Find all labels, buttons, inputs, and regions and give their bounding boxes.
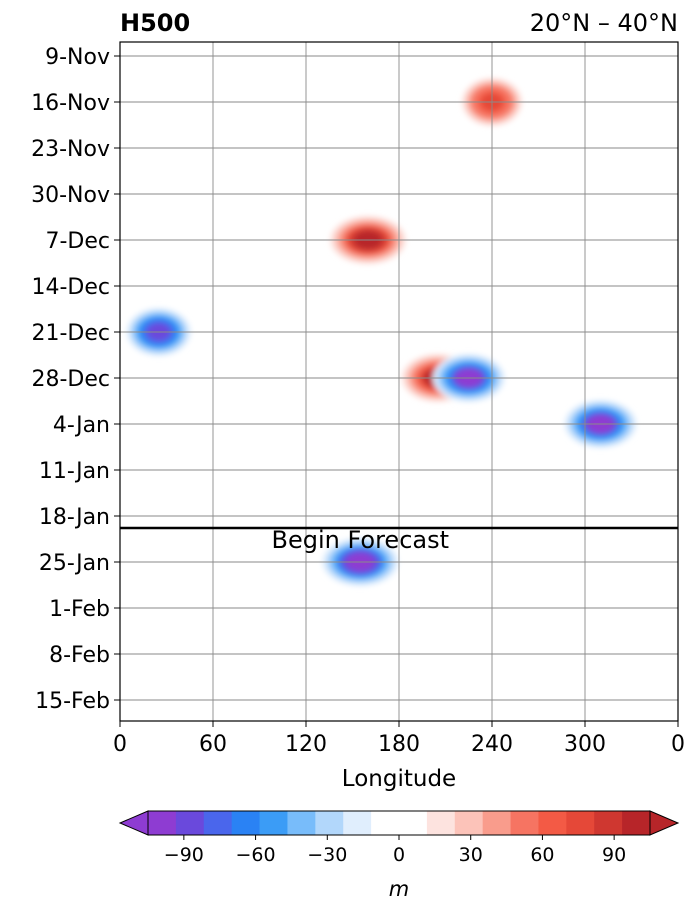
colorbar-swatch-5 bbox=[287, 811, 316, 835]
heatmap-feature-9-level-4 bbox=[487, 0, 528, 14]
colorbar-tick-label-3: 0 bbox=[393, 844, 405, 866]
heatmap-field bbox=[120, 0, 678, 721]
y-axis: 9-Nov 16-Nov 23-Nov 30-Nov 7-Dec 14-Dec 21-Dec… bbox=[31, 45, 120, 714]
gridlines bbox=[120, 42, 678, 721]
y-tick-label-11: 25-Jan bbox=[39, 551, 110, 576]
colorbar-swatch-13 bbox=[510, 811, 539, 835]
y-tick-label-10: 18-Jan bbox=[39, 505, 110, 530]
x-tick-label-3: 180 bbox=[378, 732, 420, 757]
heatmap-feature-10-level-6 bbox=[542, 0, 566, 9]
colorbar-swatch-14 bbox=[538, 811, 567, 835]
colorbar-swatch-10 bbox=[426, 811, 456, 835]
y-tick-label-8: 4-Jan bbox=[53, 413, 110, 438]
heatmap-feature-9-level-3 bbox=[483, 0, 532, 16]
x-tick-label-1: 60 bbox=[199, 732, 227, 757]
y-tick-label-3: 30-Nov bbox=[31, 183, 110, 208]
heatmap-feature-8-level-2 bbox=[289, 0, 339, 19]
heatmap-feature-8-level-6 bbox=[302, 0, 325, 9]
heatmap-feature-9-level-5 bbox=[491, 0, 524, 11]
colorbar-tick-label-2: −30 bbox=[307, 844, 347, 866]
colorbar-tick-label-4: 30 bbox=[459, 844, 483, 866]
y-tick-label-13: 8-Feb bbox=[49, 643, 110, 668]
x-axis-label: Longitude bbox=[342, 766, 456, 792]
heatmap-feature-9-level-6 bbox=[495, 0, 521, 9]
colorbar-swatch-9 bbox=[399, 811, 428, 835]
colorbar-swatch-11 bbox=[454, 811, 484, 835]
colorbar-extend-high bbox=[649, 810, 680, 836]
heatmap-feature-6-level-6 bbox=[131, 0, 155, 9]
colorbar-swatch-0 bbox=[148, 811, 177, 835]
colorbar-swatch-4 bbox=[259, 811, 288, 835]
y-tick-label-5: 14-Dec bbox=[31, 275, 110, 300]
heatmap-feature-8-level-3 bbox=[292, 0, 335, 16]
y-tick-label-4: 7-Dec bbox=[45, 229, 110, 254]
x-tick-label-6: 0 bbox=[671, 732, 685, 757]
x-tick-label-4: 240 bbox=[471, 732, 513, 757]
colorbar-tick-label-6: 90 bbox=[602, 844, 626, 866]
y-tick-label-7: 28-Dec bbox=[31, 367, 110, 392]
heatmap-feature-8-level-0 bbox=[282, 0, 346, 24]
x-tick-label-2: 120 bbox=[285, 732, 327, 757]
y-tick-label-14: 15-Feb bbox=[35, 689, 110, 714]
colorbar-swatch-1 bbox=[175, 811, 205, 835]
colorbar-tick-label-0: −90 bbox=[164, 844, 204, 866]
y-tick-label-2: 23-Nov bbox=[31, 137, 110, 162]
heatmap-feature-9-level-2 bbox=[479, 0, 536, 19]
colorbar-swatch-12 bbox=[482, 811, 512, 835]
colorbar-swatch-8 bbox=[371, 811, 400, 835]
colorbar-extend-low bbox=[118, 810, 149, 836]
colorbar-swatch-2 bbox=[203, 811, 233, 835]
heatmap-feature-8-level-5 bbox=[299, 0, 329, 11]
colorbar-swatch-3 bbox=[231, 811, 261, 835]
heatmap-feature-4-level-6 bbox=[590, 0, 611, 9]
y-tick-label-1: 16-Nov bbox=[31, 91, 110, 116]
y-tick-label-6: 21-Dec bbox=[31, 321, 110, 346]
y-tick-label-9: 11-Jan bbox=[39, 459, 110, 484]
y-tick-label-12: 1-Feb bbox=[49, 597, 110, 622]
heatmap-feature-8-level-4 bbox=[295, 0, 332, 14]
x-axis: 0 60 120 180 240 300 0 bbox=[113, 721, 685, 757]
colorbar-swatch-6 bbox=[315, 811, 344, 835]
region-label: 20°N – 40°N bbox=[530, 9, 678, 37]
x-tick-label-5: 300 bbox=[564, 732, 606, 757]
colorbar-tick-label-5: 60 bbox=[530, 844, 554, 866]
colorbar-swatch-15 bbox=[566, 811, 595, 835]
x-tick-label-0: 0 bbox=[113, 732, 127, 757]
colorbar: −90 −60 −30 0 30 60 90 bbox=[118, 810, 680, 866]
colorbar-swatch-17 bbox=[622, 811, 651, 835]
colorbar-swatch-16 bbox=[594, 811, 623, 835]
y-tick-label-0: 9-Nov bbox=[45, 45, 110, 70]
chart-title: H500 bbox=[120, 9, 190, 37]
colorbar-swatch-7 bbox=[343, 811, 372, 835]
forecast-annotation: Begin Forecast bbox=[271, 526, 449, 554]
colorbar-tick-label-1: −60 bbox=[236, 844, 276, 866]
colorbar-unit-label: m bbox=[389, 877, 409, 901]
heatmap-feature-8-level-1 bbox=[285, 0, 342, 21]
